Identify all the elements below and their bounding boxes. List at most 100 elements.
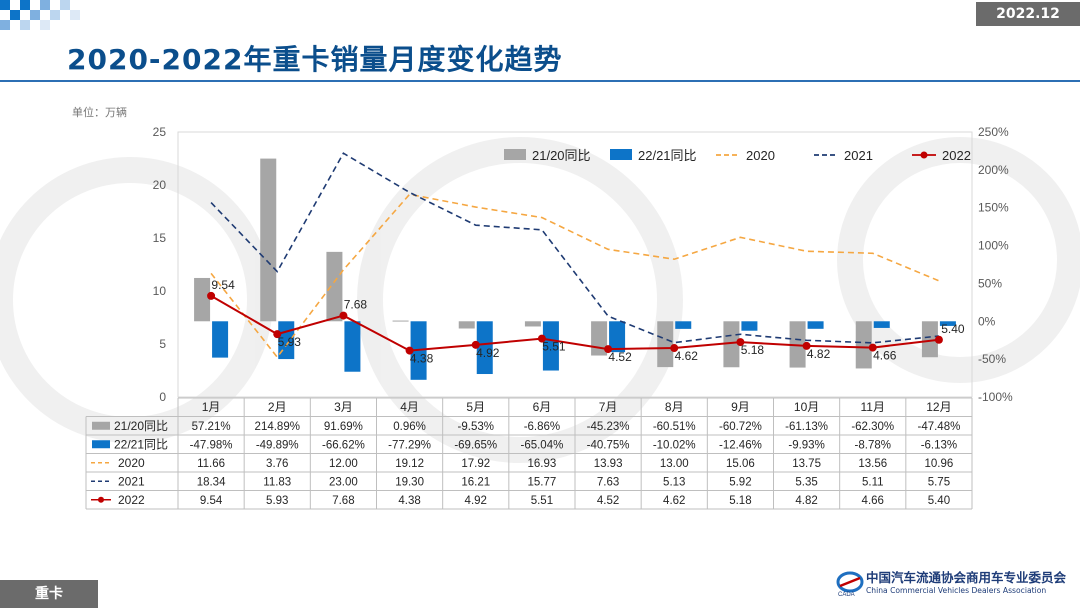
table-cell: 10.96 — [925, 458, 954, 470]
x-tick-label: 7月 — [599, 400, 618, 414]
legend-item: 2020 — [716, 148, 775, 163]
bar-yoy-22-21 — [807, 321, 824, 329]
table-cell: 18.34 — [197, 476, 226, 488]
point-2022 — [802, 341, 811, 350]
bar-yoy-22-21 — [542, 321, 559, 371]
x-tick-label: 12月 — [926, 400, 951, 414]
table-cell: 13.56 — [858, 458, 887, 470]
table-cell: 4.38 — [398, 495, 420, 507]
bar-yoy-21-20 — [524, 321, 541, 327]
table-cell: -60.51% — [653, 421, 696, 433]
legend-label: 22/21同比 — [638, 148, 697, 163]
point-2022 — [339, 311, 348, 320]
table-row-key-marker — [98, 496, 104, 503]
unit-label: 单位：万辆 — [72, 106, 127, 119]
y-right-tick-label: 150% — [978, 201, 1009, 215]
bar-yoy-22-21 — [476, 321, 493, 375]
table-cell: -47.48% — [917, 421, 960, 433]
y-right-tick-label: 0% — [978, 314, 996, 328]
section-tag: 重卡 — [0, 580, 98, 608]
table-cell: 19.12 — [395, 458, 424, 470]
bar-yoy-21-20 — [657, 321, 674, 368]
bar-yoy-21-20 — [723, 321, 740, 368]
bar-yoy-21-20 — [458, 321, 475, 329]
table-row-key — [92, 421, 110, 430]
y-left-tick-label: 15 — [153, 231, 167, 245]
x-tick-label: 8月 — [665, 400, 684, 414]
table-row-label: 21/20同比 — [114, 419, 168, 433]
bar-yoy-22-21 — [741, 321, 758, 331]
table-cell: -6.13% — [921, 439, 957, 451]
line-2020 — [210, 193, 940, 359]
y-right-tick-label: 50% — [978, 276, 1002, 290]
point-label-2022: 4.62 — [675, 349, 699, 363]
legend-label: 21/20同比 — [532, 148, 591, 163]
table-cell: -10.02% — [653, 439, 696, 451]
bar-yoy-21-20 — [855, 321, 872, 369]
table-cell: -40.75% — [587, 439, 630, 451]
x-tick-label: 6月 — [533, 400, 552, 414]
bar-yoy-22-21 — [675, 321, 692, 329]
point-label-2022: 5.51 — [542, 340, 566, 354]
bar-yoy-22-21 — [344, 321, 361, 372]
title-divider — [0, 80, 1080, 82]
table-cell: 17.92 — [461, 458, 490, 470]
point-2022 — [537, 334, 546, 343]
y-left-tick-label: 5 — [159, 337, 166, 351]
legend-item: 22/21同比 — [610, 148, 697, 163]
y-left-tick-label: 0 — [159, 390, 166, 404]
legend-swatch — [610, 149, 632, 160]
table-cell: -12.46% — [719, 439, 762, 451]
page-title: 2020-2022年重卡销量月度变化趋势 — [67, 43, 563, 76]
table-cell: 7.68 — [332, 495, 354, 507]
table-row-label: 2021 — [118, 474, 145, 488]
point-label-2022: 4.52 — [608, 350, 632, 364]
bar-yoy-22-21 — [609, 321, 626, 353]
table-row-label: 22/21同比 — [114, 437, 168, 451]
point-2022 — [736, 338, 745, 347]
table-cell: 4.62 — [663, 495, 685, 507]
table-cell: 3.76 — [266, 458, 288, 470]
y-left-tick-label: 10 — [153, 284, 167, 298]
point-label-2022: 5.18 — [741, 343, 765, 357]
legend-label: 2022 — [942, 148, 971, 163]
table-cell: -62.30% — [851, 421, 894, 433]
plot-area — [177, 131, 973, 398]
table-cell: 7.63 — [597, 476, 619, 488]
point-2022 — [934, 335, 943, 344]
line-2021 — [210, 152, 939, 344]
point-2022 — [670, 344, 679, 353]
point-label-2022: 9.54 — [211, 278, 235, 292]
table-cell: 5.92 — [729, 476, 751, 488]
line-2022 — [210, 295, 940, 352]
x-tick-label: 9月 — [731, 400, 750, 414]
x-tick-label: 10月 — [794, 400, 819, 414]
bar-yoy-21-20 — [392, 320, 409, 322]
table-cell: 13.75 — [792, 458, 821, 470]
table-row-label: 2022 — [118, 493, 145, 507]
table-cell: 12.00 — [329, 458, 358, 470]
table-cell: 11.66 — [197, 458, 225, 470]
bar-yoy-22-21 — [939, 321, 956, 326]
x-tick-label: 11月 — [861, 400, 885, 414]
point-2022 — [604, 345, 613, 354]
table-cell: 57.21% — [192, 421, 231, 433]
table-cell: 19.30 — [395, 476, 424, 488]
table-cell: 15.77 — [528, 476, 557, 488]
cada-logo-icon: CADA — [836, 571, 864, 598]
table-cell: 4.66 — [862, 495, 884, 507]
table-cell: -45.23% — [587, 421, 630, 433]
legend-item: 2022 — [912, 148, 971, 163]
legend-item: 2021 — [814, 148, 873, 163]
table-cell: -8.78% — [855, 439, 891, 451]
org-name-en: China Commercial Vehicles Dealers Associ… — [866, 586, 1047, 595]
table-cell: 23.00 — [329, 476, 358, 488]
point-2022 — [273, 330, 282, 339]
table-cell: 5.18 — [729, 495, 751, 507]
table-cell: 5.35 — [795, 476, 817, 488]
table-cell: 16.21 — [461, 476, 490, 488]
table-cell: 11.83 — [263, 476, 291, 488]
table-cell: 4.52 — [597, 495, 619, 507]
bar-yoy-21-20 — [921, 321, 938, 358]
